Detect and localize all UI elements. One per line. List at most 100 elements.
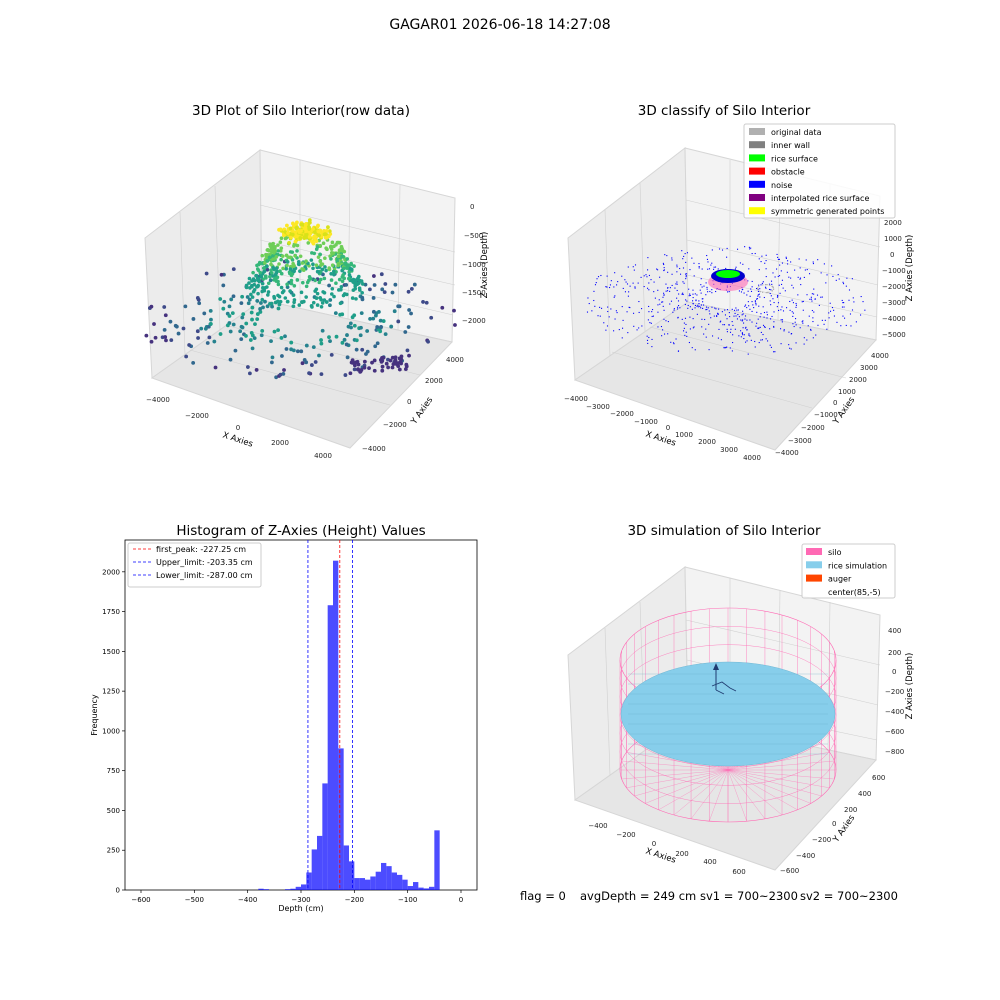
original-point (758, 285, 760, 288)
raw-point (285, 282, 289, 287)
noise-point (722, 324, 724, 326)
noise-point (652, 315, 654, 317)
noise-point (760, 313, 762, 315)
noise-point (792, 287, 794, 289)
noise-point (709, 290, 711, 293)
noise-point (780, 328, 782, 330)
noise-point (803, 343, 805, 345)
noise-point (809, 298, 811, 300)
classify-xtick: 3000 (720, 446, 738, 454)
noise-point (742, 319, 744, 321)
noise-point (645, 274, 647, 276)
raw-point (247, 371, 252, 376)
noise-point (795, 302, 797, 305)
noise-point (717, 268, 719, 270)
raw-point (341, 254, 346, 259)
raw-point (324, 229, 329, 233)
noise-point (751, 286, 753, 288)
raw-point (218, 332, 223, 336)
classify-ztick: −5000 (882, 331, 906, 339)
noise-point (701, 318, 703, 320)
noise-point (676, 266, 678, 268)
noise-point (832, 275, 834, 277)
raw-point (383, 332, 388, 336)
raw-ytick: −2000 (383, 421, 407, 429)
raw-point (255, 263, 259, 268)
histogram-ytick-label: 1750 (102, 608, 120, 616)
raw-point (276, 249, 280, 253)
simulation-panel-title: 3D simulation of Silo Interior (627, 523, 821, 539)
noise-point (860, 295, 862, 298)
noise-point (667, 290, 669, 292)
raw-point (350, 360, 355, 365)
noise-point (764, 326, 766, 328)
raw-point (277, 302, 282, 307)
noise-point (747, 290, 749, 292)
raw-point (288, 289, 292, 293)
raw-point (354, 338, 359, 343)
noise-point (616, 284, 618, 286)
noise-point (629, 307, 631, 309)
noise-point (794, 269, 796, 271)
noise-point (833, 315, 835, 317)
noise-point (738, 316, 740, 318)
raw-point (316, 255, 321, 259)
raw-point (291, 261, 295, 266)
raw-point (244, 321, 249, 326)
noise-point (772, 272, 774, 274)
noise-point (685, 331, 687, 333)
histogram-bar (301, 884, 307, 890)
noise-point (788, 276, 790, 278)
noise-point (708, 310, 710, 312)
noise-point (835, 279, 837, 281)
raw-point (412, 282, 417, 287)
raw-point (304, 360, 309, 365)
simulation-ytick: 0 (832, 820, 836, 828)
raw-point (426, 339, 430, 344)
histogram-bar (327, 605, 333, 890)
noise-point (778, 275, 781, 277)
histogram-legend-label: Lower_limit: -287.00 cm (156, 571, 253, 580)
classify-zlabel: Z Axies (Depth) (905, 235, 915, 302)
noise-point (824, 319, 826, 321)
noise-point (662, 262, 664, 264)
raw-point (311, 241, 316, 246)
noise-point (757, 318, 759, 320)
noise-point (752, 304, 754, 306)
raw-point (329, 257, 333, 261)
noise-point (864, 309, 866, 311)
noise-point (792, 312, 794, 314)
histogram-bar (386, 866, 392, 890)
raw-point (270, 355, 275, 360)
noise-point (787, 260, 789, 262)
noise-point (789, 300, 791, 303)
noise-point (785, 257, 787, 259)
raw-point (259, 333, 264, 338)
raw-point (318, 228, 323, 233)
noise-point (673, 309, 675, 311)
noise-point (833, 309, 835, 311)
classify-ytick: 2000 (849, 376, 867, 384)
raw-point (231, 294, 236, 299)
raw-point (152, 322, 156, 326)
noise-point (776, 296, 779, 298)
noise-point (681, 318, 683, 320)
noise-point (685, 261, 687, 263)
raw-point (327, 335, 331, 340)
noise-point (754, 301, 756, 303)
raw-point (342, 276, 347, 281)
raw-point (250, 305, 255, 310)
noise-point (810, 298, 812, 300)
raw-point (249, 292, 253, 297)
raw-point (284, 223, 289, 228)
raw-point (352, 323, 357, 328)
noise-point (783, 329, 785, 331)
noise-point (712, 335, 714, 337)
noise-point (799, 277, 802, 279)
noise-point (684, 273, 687, 275)
noise-point (665, 290, 667, 292)
noise-point (670, 300, 673, 302)
noise-point (811, 309, 813, 312)
noise-point (826, 274, 828, 276)
noise-point (647, 342, 649, 344)
